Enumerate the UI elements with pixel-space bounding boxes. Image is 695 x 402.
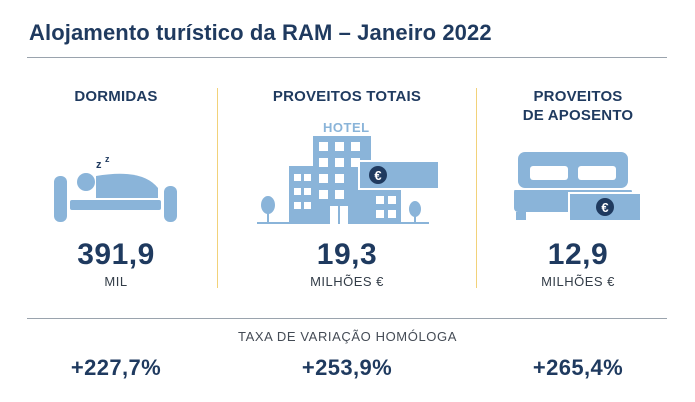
sleeping-person-icon: z z: [54, 154, 177, 222]
title-divider: [27, 57, 667, 58]
proveitos-totais-value: 19,3: [316, 238, 378, 271]
proveitos-aposento-unit: MILHÕES €: [541, 274, 615, 289]
bed-icon: €: [514, 152, 642, 222]
page-title: Alojamento turístico da RAM – Janeiro 20…: [29, 20, 492, 45]
dormidas-variation: +227,7%: [70, 355, 162, 380]
svg-text:z: z: [96, 159, 102, 171]
svg-text:€: €: [601, 200, 608, 215]
proveitos-totais-variation: +253,9%: [301, 355, 393, 380]
proveitos-aposento-variation: +265,4%: [532, 355, 624, 380]
svg-text:€: €: [374, 168, 381, 183]
dormidas-value: 391,9: [77, 238, 155, 271]
hotel-building-icon: HOTEL: [257, 120, 440, 224]
dormidas-unit: MIL: [104, 274, 128, 289]
proveitos-aposento-value: 12,9: [547, 238, 609, 271]
proveitos-totais-unit: MILHÕES €: [310, 274, 384, 289]
column-header-line2: DE APOSENTO: [522, 107, 634, 124]
variation-label: TAXA DE VARIAÇÃO HOMÓLOGA: [238, 329, 457, 344]
hotel-sign-label: HOTEL: [323, 120, 370, 135]
column-header-line1: PROVEITOS: [533, 88, 623, 105]
svg-text:z: z: [105, 154, 110, 164]
variation-divider: [27, 318, 667, 319]
column-header: DORMIDAS: [74, 88, 158, 105]
column-separator: [217, 88, 218, 288]
column-separator: [476, 88, 477, 288]
column-header: PROVEITOS TOTAIS: [272, 88, 422, 105]
